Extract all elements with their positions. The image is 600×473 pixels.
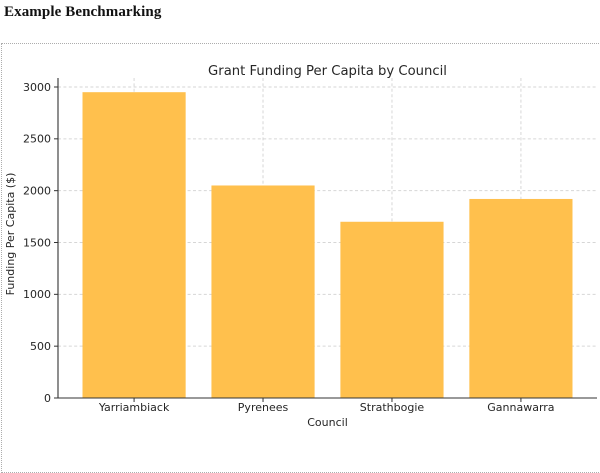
x-tick-label: Strathbogie (360, 401, 425, 414)
x-tick-label: Pyrenees (238, 401, 289, 414)
chart-frame: 0 500 1000 1500 2000 2500 3000 Yarriambiack Pyre… (1, 43, 600, 473)
bar (211, 185, 315, 398)
chart-title: Grant Funding Per Capita by Council (208, 64, 447, 79)
y-tick-label: 1000 (23, 288, 51, 301)
y-tick-label: 1500 (23, 236, 51, 249)
x-tick-label: Gannawarra (487, 401, 554, 414)
page-title: Example Benchmarking (4, 4, 162, 20)
bar (469, 198, 573, 398)
y-tick-label: 2500 (23, 133, 51, 146)
bar (82, 92, 186, 398)
y-axis-label: Funding Per Capita ($) (4, 173, 17, 296)
y-tick-label: 3000 (23, 81, 51, 94)
bar (340, 221, 444, 398)
x-axis-label: Council (307, 416, 348, 429)
y-tick-label: 0 (44, 392, 51, 405)
bar-chart: 0 500 1000 1500 2000 2500 3000 Yarriambiack Pyre… (4, 64, 597, 429)
y-tick-label: 2000 (23, 184, 51, 197)
y-tick-label: 500 (30, 340, 51, 353)
x-tick-label: Yarriambiack (98, 401, 170, 414)
